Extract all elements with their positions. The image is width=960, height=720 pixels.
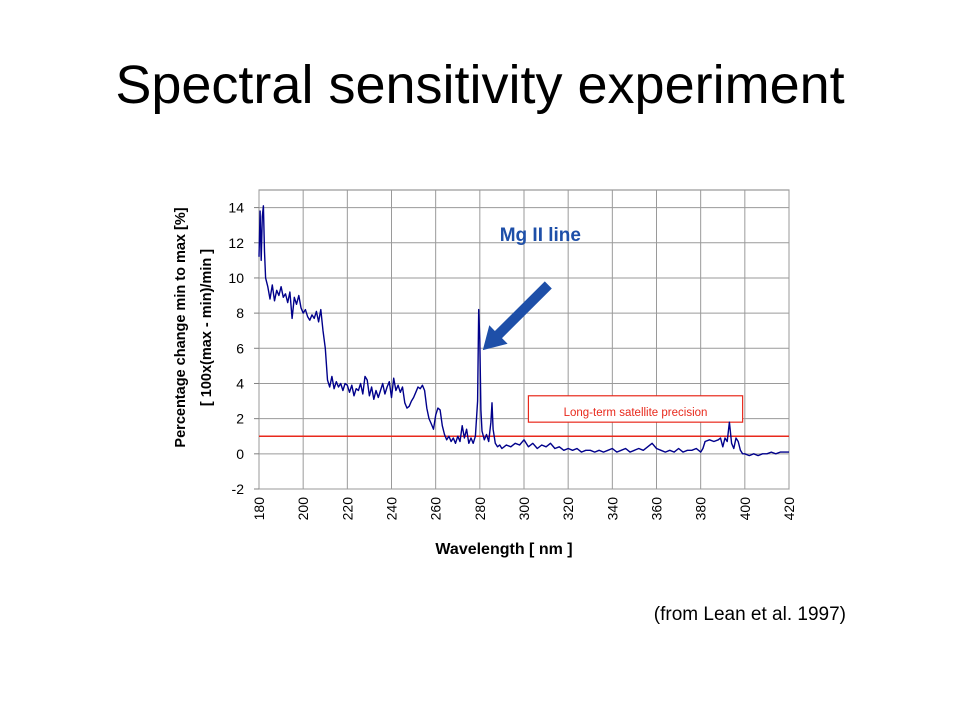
- x-tick-label: 400: [737, 497, 753, 521]
- precision-label-box: [527, 395, 744, 423]
- slide-title: Spectral sensitivity experiment: [115, 55, 845, 115]
- chart-svg: 180 200 220 240 260 280 300 320 340 360 380 400 420-…: [173, 189, 797, 558]
- series-line: [258, 205, 789, 457]
- y-tick-label: 10: [228, 270, 244, 286]
- annotation-group: Mg II line: [482, 225, 581, 351]
- precision-line-group: Long-term satellite precision: [259, 395, 789, 437]
- y-tick-label: -2: [232, 481, 245, 497]
- x-tick-label: 220: [339, 497, 355, 521]
- x-tick-label: 320: [560, 497, 576, 521]
- x-tick-label: 380: [693, 497, 709, 521]
- y-axis-label-formula: [ 100x(max - min)/min ]: [199, 249, 215, 406]
- precision-label: Long-term satellite precision: [564, 407, 708, 419]
- y-tick-label: 4: [236, 375, 244, 391]
- mg-ii-arrow: [482, 281, 552, 351]
- x-tick-label: 420: [781, 497, 797, 521]
- x-tick-label: 340: [604, 497, 620, 521]
- y-tick-label: 6: [236, 340, 244, 356]
- x-tick-label: 240: [384, 497, 400, 521]
- y-axis-label: Percentage change min to max [%]: [173, 207, 189, 447]
- x-tick-label: 360: [649, 497, 665, 521]
- citation: (from Lean et al. 1997): [653, 604, 846, 625]
- series-group: [258, 205, 789, 457]
- x-tick-label: 180: [251, 497, 267, 521]
- y-tick-label: 2: [236, 411, 244, 427]
- y-tick-label: 12: [228, 235, 244, 251]
- x-axis-label: Wavelength [ nm ]: [435, 541, 572, 558]
- y-tick-label: 14: [228, 200, 244, 216]
- chart-axes: 180 200 220 240 260 280 300 320 340 360 380 400 420-…: [228, 200, 797, 521]
- y-tick-label: 8: [236, 305, 244, 321]
- x-tick-label: 280: [472, 497, 488, 521]
- x-tick-label: 200: [295, 497, 311, 521]
- x-tick-label: 300: [516, 497, 532, 521]
- x-tick-label: 260: [428, 497, 444, 521]
- mg-ii-label: Mg II line: [500, 225, 581, 246]
- spectral-chart: 180 200 220 240 260 280 300 320 340 360 380 400 420-…: [165, 165, 805, 565]
- y-tick-label: 0: [236, 446, 244, 462]
